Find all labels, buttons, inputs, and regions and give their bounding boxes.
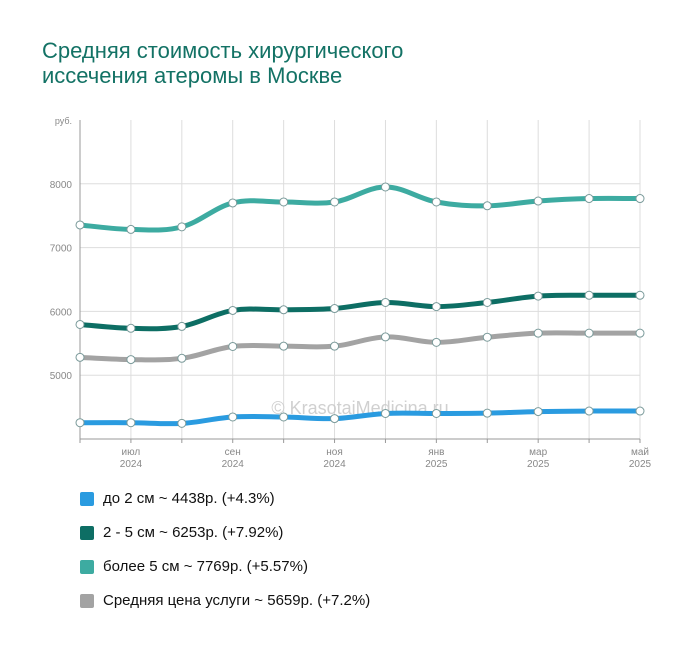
legend-label: более 5 см ~ 7769р. (+5.57%): [103, 558, 308, 575]
legend-item-large[interactable]: более 5 см ~ 7769р. (+5.57%): [80, 555, 370, 578]
y-unit-label: руб.: [55, 116, 72, 126]
chart-title-line-1: Средняя стоимость хирургического: [42, 38, 404, 63]
data-point-0: [228, 412, 238, 422]
data-point-0: [533, 407, 543, 417]
data-point-1: [533, 291, 543, 301]
x-tick-year: 2024: [120, 459, 143, 470]
data-point-1: [482, 297, 492, 307]
x-tick-year: 2024: [323, 459, 346, 470]
series-line-1: [77, 292, 643, 332]
legend-swatch: [80, 525, 94, 540]
data-point-1: [330, 304, 340, 314]
data-point-2: [279, 197, 289, 207]
x-tick-year: 2025: [425, 459, 448, 470]
y-tick-label: 8000: [50, 180, 73, 191]
data-point-3: [75, 352, 85, 362]
chart-title: Средняя стоимость хирургического иссечен…: [42, 38, 642, 88]
data-point-0: [330, 414, 340, 424]
data-point-3: [635, 328, 645, 338]
data-point-2: [584, 194, 594, 204]
data-point-2: [635, 194, 645, 204]
data-point-1: [75, 319, 85, 329]
legend-label: 2 - 5 см ~ 6253р. (+7.92%): [103, 524, 284, 541]
y-tick-label: 6000: [50, 307, 73, 318]
x-tick-month: ноя: [326, 447, 343, 458]
data-point-0: [431, 408, 441, 418]
legend-label: до 2 см ~ 4438р. (+4.3%): [103, 490, 275, 507]
data-point-3: [330, 341, 340, 351]
data-point-1: [126, 323, 136, 333]
legend-item-medium[interactable]: 2 - 5 см ~ 6253р. (+7.92%): [80, 521, 370, 544]
legend-item-small[interactable]: до 2 см ~ 4438р. (+4.3%): [80, 487, 370, 510]
data-point-0: [75, 418, 85, 428]
x-tick-year: 2025: [629, 459, 652, 470]
data-point-0: [584, 406, 594, 416]
series-line-3: [77, 330, 643, 363]
data-point-2: [177, 222, 187, 232]
legend-item-average[interactable]: Средняя цена услуги ~ 5659р. (+7.2%): [80, 589, 370, 612]
x-tick-month: май: [631, 447, 649, 458]
data-point-0: [279, 412, 289, 422]
x-tick-year: 2025: [527, 459, 550, 470]
data-point-1: [228, 305, 238, 315]
data-point-2: [330, 197, 340, 207]
y-tick-label: 7000: [50, 244, 73, 255]
chart-title-line-2: иссечения атеромы в Москве: [42, 63, 343, 88]
data-point-0: [177, 418, 187, 428]
data-point-2: [380, 182, 390, 192]
data-point-2: [228, 198, 238, 208]
data-point-3: [380, 332, 390, 342]
data-point-1: [177, 321, 187, 331]
data-point-1: [431, 302, 441, 312]
chart-legend: до 2 см ~ 4438р. (+4.3%) 2 - 5 см ~ 6253…: [80, 487, 370, 623]
data-point-2: [533, 196, 543, 206]
y-tick-label: 5000: [50, 371, 73, 382]
data-point-3: [228, 341, 238, 351]
x-tick-month: янв: [428, 447, 444, 458]
data-point-3: [584, 328, 594, 338]
data-point-3: [279, 341, 289, 351]
data-point-1: [279, 305, 289, 315]
legend-label: Средняя цена услуги ~ 5659р. (+7.2%): [103, 592, 371, 609]
data-point-0: [380, 408, 390, 418]
data-point-2: [431, 197, 441, 207]
x-tick-month: мар: [529, 447, 547, 458]
data-point-2: [482, 201, 492, 211]
data-point-3: [126, 355, 136, 365]
data-point-0: [126, 418, 136, 428]
line-chart: 5000600070008000руб.июл2024сен2024ноя202…: [50, 116, 652, 470]
data-point-1: [380, 297, 390, 307]
series-line-2: [77, 184, 643, 233]
data-point-2: [75, 220, 85, 230]
data-point-3: [431, 337, 441, 347]
data-point-2: [126, 224, 136, 234]
x-tick-month: июл: [122, 447, 141, 458]
legend-swatch: [80, 559, 94, 574]
data-point-0: [635, 406, 645, 416]
data-point-0: [482, 408, 492, 418]
x-tick-month: сен: [225, 447, 241, 458]
legend-swatch: [80, 593, 94, 608]
data-point-1: [584, 290, 594, 300]
data-point-1: [635, 290, 645, 300]
x-tick-year: 2024: [222, 459, 245, 470]
legend-swatch: [80, 491, 94, 506]
data-point-3: [533, 328, 543, 338]
data-point-3: [482, 332, 492, 342]
data-point-3: [177, 353, 187, 363]
